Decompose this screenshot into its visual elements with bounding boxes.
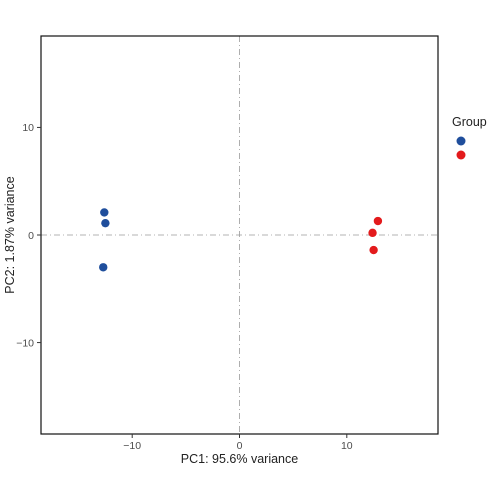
data-point-series-2 <box>369 245 378 255</box>
y-axis-label: PC2: 1.87% variance <box>3 176 17 293</box>
data-point-series-2 <box>373 216 383 226</box>
y-axis-ticks: 10 0 −10 <box>16 122 41 349</box>
x-axis-ticks: −10 0 10 <box>123 434 353 452</box>
legend-title: Group <box>452 115 487 129</box>
x-tick-label: 10 <box>341 440 353 452</box>
y-tick-label: −10 <box>16 337 34 349</box>
x-tick-label: 0 <box>237 440 243 452</box>
data-point-series-1 <box>100 208 109 217</box>
data-point-series-1 <box>101 218 110 228</box>
x-axis-label: PC1: 95.6% variance <box>181 452 298 466</box>
legend: Group <box>452 115 487 160</box>
data-point-series-2 <box>368 228 377 238</box>
legend-key-series-2 <box>456 150 466 160</box>
y-tick-label: 10 <box>22 122 34 134</box>
x-tick-label: −10 <box>123 440 141 452</box>
data-point-series-1 <box>99 263 108 272</box>
y-tick-label: 0 <box>28 230 34 242</box>
data-points <box>99 208 383 272</box>
legend-key-series-1 <box>456 136 466 146</box>
